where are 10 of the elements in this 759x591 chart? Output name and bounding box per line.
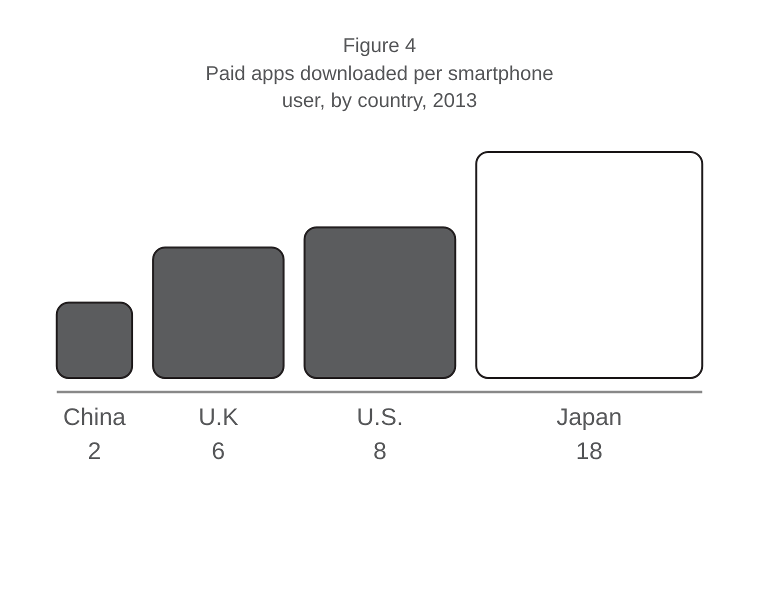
text: Figure 4 [342,35,416,57]
text: Paid apps downloaded per smartphone user, by country, 2013 [205,63,554,112]
category-label: U.K [198,404,238,431]
category-label: U.S. [356,404,404,431]
data-label: 18 [576,438,603,465]
data-label: 6 [212,438,226,465]
category-label: Japan [556,404,622,431]
category-label: China [63,404,126,431]
data-label: 8 [373,438,387,465]
data-label: 2 [88,438,102,465]
